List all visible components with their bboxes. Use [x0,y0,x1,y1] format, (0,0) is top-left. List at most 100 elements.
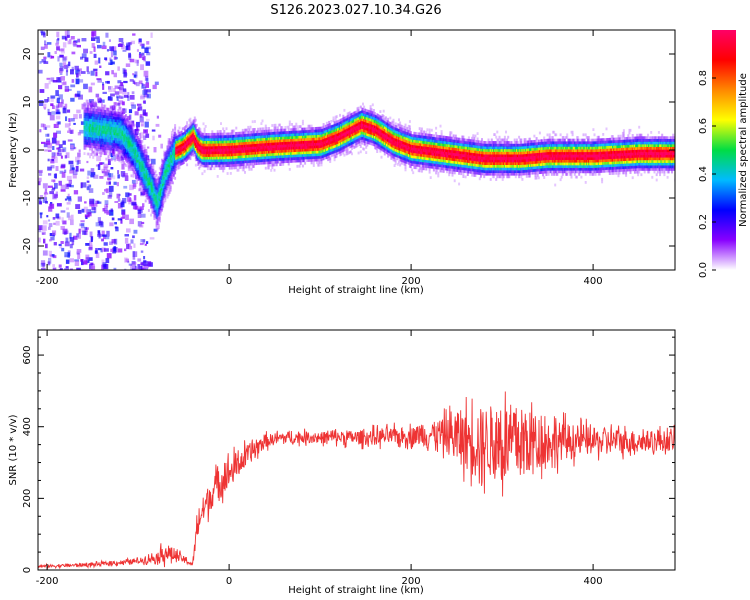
heatmap-cell [115,129,118,133]
heatmap-cell [141,190,144,193]
heatmap-cell [167,143,170,146]
heatmap-cell [275,152,278,156]
heatmap-cell [235,134,238,138]
heatmap-cell [131,165,134,169]
heatmap-cell [260,159,263,162]
heatmap-cell [347,133,350,136]
heatmap-cell [265,132,268,136]
heatmap-cell [121,112,124,115]
heatmap-cell [261,127,264,131]
heatmap-cell [221,156,224,160]
heatmap-cell [165,190,168,193]
heatmap-cell [306,143,309,147]
heatmap-cell [349,116,352,119]
heatmap-cell [78,228,81,234]
heatmap-cell [102,208,105,212]
heatmap-cell [84,123,87,127]
heatmap-cell [324,124,327,128]
heatmap-cell [357,138,360,142]
heatmap-cell [198,156,201,160]
heatmap-cell [76,251,80,255]
heatmap-cell [198,132,201,136]
heatmap-cell [347,130,350,134]
heatmap-cell [191,144,194,148]
heatmap-cell [139,52,141,55]
heatmap-cell [131,179,136,184]
heatmap-cell [102,83,105,90]
heatmap-cell [222,151,225,154]
heatmap-cell [141,150,144,154]
heatmap-cell [215,151,218,155]
heatmap-cell [284,160,287,164]
heatmap-cell [306,151,309,154]
heatmap-cell [38,69,43,74]
heatmap-cell [99,114,102,118]
heatmap-cell [299,146,302,150]
heatmap-cell [108,115,111,119]
heatmap-cell [158,195,161,199]
heatmap-cell [366,141,369,144]
heatmap-cell [193,119,196,122]
heatmap-cell [316,134,319,138]
heatmap-cell [197,139,200,143]
heatmap-cell [279,134,281,137]
heatmap-cell [130,268,133,270]
heatmap-cell [128,163,131,167]
heatmap-cell [324,135,327,139]
heatmap-cell [204,138,207,141]
heatmap-cell [59,245,63,249]
heatmap-cell [145,46,151,50]
heatmap-cell [111,132,114,135]
heatmap-cell [353,114,356,118]
heatmap-cell [127,135,130,139]
heatmap-cell [127,127,130,131]
heatmap-cell [205,146,208,149]
heatmap-cell [106,253,112,259]
heatmap-cell [108,191,113,197]
heatmap-cell [115,122,118,125]
heatmap-cell [98,122,101,126]
heatmap-cell [169,154,172,158]
heatmap-cell [194,126,197,130]
heatmap-cell [135,170,138,174]
heatmap-cell [224,159,227,162]
heatmap-cell [94,106,97,109]
heatmap-cell [275,155,278,159]
heatmap-cell [91,126,94,130]
heatmap-cell [182,161,185,164]
heatmap-cell [150,203,153,206]
heatmap-cell [202,159,205,163]
heatmap-cell [93,68,98,72]
heatmap-cell [356,120,359,124]
heatmap-cell [85,254,90,260]
heatmap-cell [88,188,94,193]
heatmap-cell [344,116,347,120]
heatmap-cell [367,141,370,145]
heatmap-cell [287,133,290,137]
heatmap-cell [187,138,190,142]
heatmap-cell [349,142,352,146]
heatmap-cell [237,155,240,159]
heatmap-cell [101,112,103,115]
heatmap-cell [291,123,293,126]
heatmap-cell [182,145,185,149]
heatmap-cell [349,150,352,154]
heatmap-cell [182,150,185,154]
heatmap-cell [89,129,91,132]
heatmap-cell [331,130,334,133]
heatmap-cell [210,148,213,152]
heatmap-cell [227,137,230,141]
heatmap-cell [153,214,156,218]
heatmap-cell [71,167,75,170]
heatmap-cell [280,152,283,156]
heatmap-cell [122,153,125,156]
heatmap-cell [363,105,366,109]
heatmap-cell [59,54,64,58]
heatmap-cell [259,132,262,136]
heatmap-cell [149,174,151,178]
heatmap-cell [129,95,135,100]
heatmap-cell [120,136,123,140]
heatmap-cell [174,158,177,162]
heatmap-cell [92,129,95,133]
heatmap-cell [115,226,119,232]
